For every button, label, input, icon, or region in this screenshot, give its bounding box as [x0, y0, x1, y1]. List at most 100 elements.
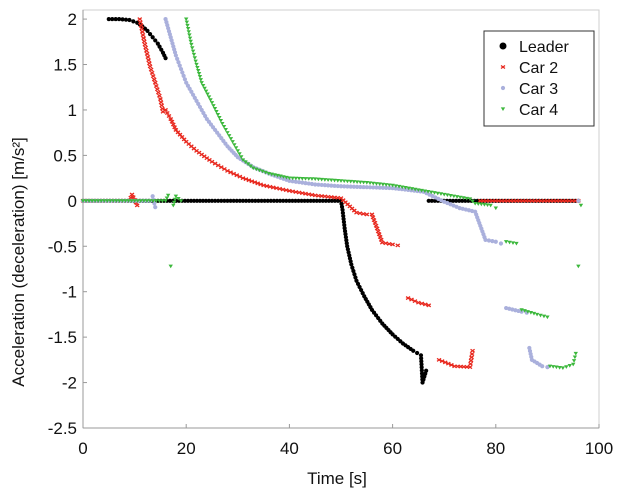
series-car-4-point [380, 182, 386, 187]
series-car-2-point [129, 192, 135, 197]
series-leader-point [216, 198, 221, 203]
series-leader-point [419, 368, 424, 373]
series-leader-point [311, 198, 316, 203]
series-car-4-point [237, 152, 242, 156]
series-car-4-point [135, 199, 140, 203]
series-car-4-point [184, 20, 190, 25]
series-car-4-point [89, 199, 95, 203]
series-leader-point [351, 268, 356, 274]
series-car-3-point [576, 198, 581, 203]
series-car-4-point [185, 23, 190, 28]
series-car-4-point [514, 241, 519, 246]
series-car-4-point [387, 183, 392, 188]
series-car-3-point [355, 184, 360, 189]
series-car-4 [80, 17, 584, 371]
series-car-3-point [181, 73, 186, 78]
series-car-4-point [150, 199, 156, 203]
series-car-2-point [138, 20, 143, 25]
series-car-4-point [393, 184, 399, 188]
series-leader-point [150, 35, 155, 40]
series-car-4-point [214, 110, 219, 114]
series-car-3-point [384, 185, 389, 190]
series-car-4-point [117, 199, 122, 203]
series-leader-point [163, 56, 168, 61]
series-leader-point [243, 198, 249, 203]
series-leader-point [110, 16, 115, 22]
series-car-2-point [231, 171, 237, 176]
series-car-4-point [364, 181, 369, 185]
series-car-3 [80, 16, 581, 370]
series-car-2-point [376, 232, 382, 237]
series-car-2-point [258, 182, 264, 187]
series-car-4-point [235, 149, 240, 153]
series-leader-point [240, 198, 246, 203]
series-leader-point [250, 198, 255, 203]
series-car-2-point [158, 100, 164, 105]
series-car-3-point [364, 185, 369, 190]
series-leader-point [418, 353, 424, 358]
series-car-4-point [191, 52, 197, 57]
series-car-4-point [571, 362, 576, 367]
series-car-4-point [176, 196, 181, 201]
series-leader-point [411, 348, 416, 353]
series-car-2-point [166, 113, 172, 119]
series-car-3-point [319, 182, 324, 188]
series-car-4-point [223, 128, 228, 132]
series-leader-point [341, 216, 346, 222]
series-car-2-point [175, 130, 181, 135]
series-car-2-point [159, 106, 165, 111]
series-car-2-point [261, 183, 266, 188]
series-leader-point [305, 198, 310, 203]
series-car-4-point [461, 196, 466, 200]
legend-car-2-label: Car 2 [519, 60, 558, 77]
series-car-3-point [329, 183, 334, 188]
series-car-3-point [296, 180, 302, 185]
series-car-4-point [541, 314, 547, 319]
legend-car-4-marker-point [500, 107, 506, 111]
series-car-4-point [572, 355, 578, 360]
series-car-4-point [144, 199, 150, 203]
series-car-4-point [422, 189, 428, 194]
series-car-4-point [470, 199, 475, 204]
series-leader-point [302, 198, 307, 203]
series-car-2-point [138, 23, 144, 28]
series-car-4-point [309, 177, 315, 181]
series-car-2-point [179, 135, 185, 140]
series-car-4-point [345, 179, 350, 184]
series-car-2-point [228, 170, 233, 175]
series-car-4-point [206, 95, 212, 99]
series-leader-point [225, 198, 230, 203]
series-leader-point [268, 198, 273, 203]
series-car-2-point [364, 212, 370, 217]
series-car-3-point [326, 183, 331, 188]
series-car-4-point [138, 199, 143, 203]
series-car-4-point [554, 365, 559, 370]
series-car-2-point [426, 303, 432, 308]
series-leader-point [340, 207, 345, 213]
series-car-3-point [309, 181, 315, 187]
series-car-4-point [383, 183, 389, 187]
series-car-4-point [419, 188, 424, 193]
series-car-4-point [196, 72, 202, 76]
series-car-2-point [130, 195, 136, 200]
series-car-2-point [142, 42, 148, 47]
series-car-4-point [371, 181, 376, 186]
series-leader-point [287, 198, 292, 203]
series-car-2-point [153, 83, 159, 88]
series-car-2-point [369, 212, 375, 217]
series-leader-point [117, 16, 122, 22]
series-car-2-point [405, 296, 411, 301]
series-car-4-point [432, 191, 437, 195]
series-car-3-point [287, 178, 292, 183]
series-car-2-point [150, 74, 156, 79]
series-car-4-point [154, 199, 159, 203]
series-car-2-point [409, 297, 414, 302]
legend-car-2-marker-point [500, 64, 506, 70]
series-car-4-point [83, 199, 89, 203]
series-car-2-point [156, 93, 162, 98]
series-leader-point [332, 198, 338, 203]
series-car-4-point [522, 309, 527, 313]
series-leader-point [203, 198, 209, 203]
series-car-2-point [158, 97, 163, 102]
series-leader-point [419, 359, 424, 364]
